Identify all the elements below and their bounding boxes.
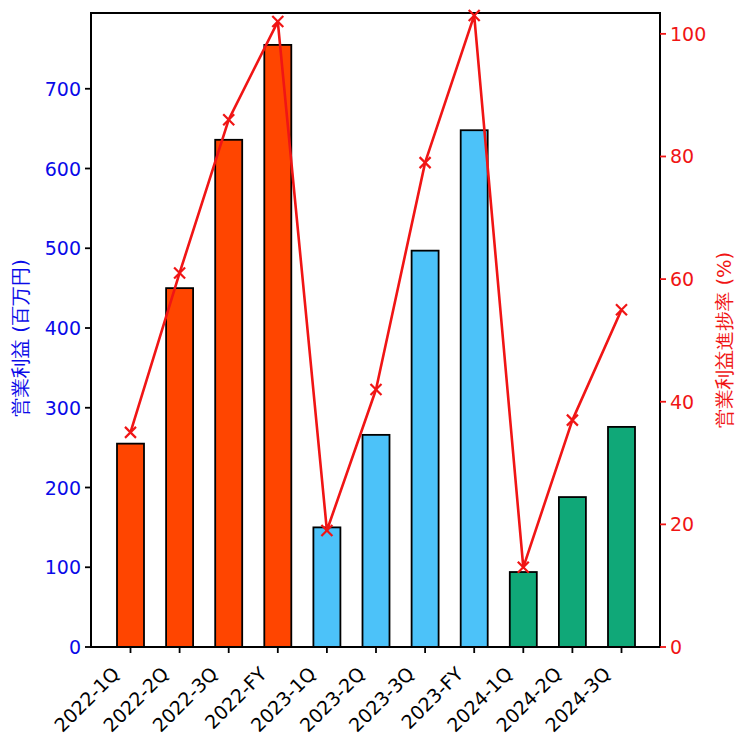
bar-2022-1Q — [117, 444, 144, 647]
left-tick-label: 0 — [69, 636, 81, 658]
left-tick-label: 600 — [45, 158, 81, 180]
right-tick-label: 80 — [670, 145, 694, 167]
bar-2024-3Q — [608, 427, 635, 647]
left-tick-label: 300 — [45, 397, 81, 419]
bar-2023-FY — [461, 130, 488, 647]
bar-2022-2Q — [166, 288, 193, 647]
right-tick-label: 100 — [670, 23, 706, 45]
right-axis-title: 営業利益進捗率 (%) — [713, 252, 736, 428]
right-tick-label: 40 — [670, 391, 694, 413]
right-tick-label: 60 — [670, 268, 694, 290]
left-axis-title: 営業利益 (百万円) — [9, 259, 32, 417]
left-tick-label: 200 — [45, 477, 81, 499]
right-tick-label: 20 — [670, 513, 694, 535]
left-tick-label: 100 — [45, 556, 81, 578]
bar-2023-1Q — [313, 527, 340, 647]
combo-chart: 01002003004005006007000204060801002022-1… — [0, 0, 750, 750]
bar-2024-2Q — [559, 497, 586, 647]
bar-2022-FY — [264, 45, 291, 647]
bar-2023-3Q — [412, 251, 439, 647]
left-tick-label: 500 — [45, 237, 81, 259]
chart-canvas: 01002003004005006007000204060801002022-1… — [0, 0, 750, 750]
bar-2023-2Q — [363, 435, 390, 647]
bar-2022-3Q — [215, 140, 242, 647]
left-tick-label: 400 — [45, 317, 81, 339]
right-tick-label: 0 — [670, 636, 682, 658]
bar-2024-1Q — [510, 572, 537, 647]
left-tick-label: 700 — [45, 78, 81, 100]
